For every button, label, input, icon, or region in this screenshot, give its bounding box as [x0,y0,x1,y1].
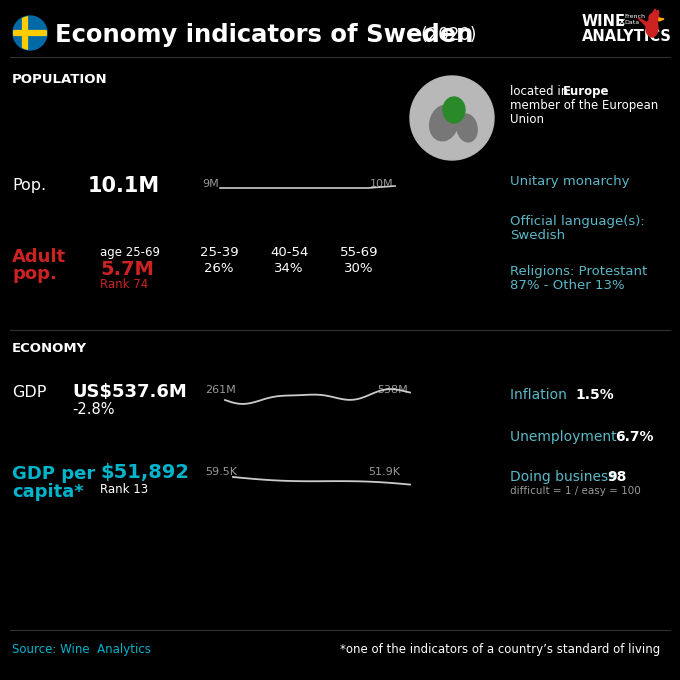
Polygon shape [653,9,659,14]
Text: age 25-69: age 25-69 [100,246,160,259]
Text: 6.7%: 6.7% [615,430,653,444]
Text: Rank 13: Rank 13 [100,483,148,496]
Circle shape [649,13,659,23]
Text: French
Data: French Data [624,14,645,24]
Text: Source: Wine  Analytics: Source: Wine Analytics [12,643,151,656]
Text: 98: 98 [607,470,626,484]
Text: ×: × [618,17,626,27]
Text: *one of the indicators of a country’s standard of living: *one of the indicators of a country’s st… [340,643,660,656]
Text: 9M: 9M [202,179,219,189]
Text: 30%: 30% [344,262,373,275]
Text: pop.: pop. [12,265,57,283]
Text: Pop.: Pop. [12,178,46,193]
Text: Unemployment: Unemployment [510,430,621,444]
Text: ANALYTICS: ANALYTICS [582,29,672,44]
Ellipse shape [646,19,658,37]
Text: Inflation: Inflation [510,388,571,402]
Text: 87% - Other 13%: 87% - Other 13% [510,279,625,292]
Ellipse shape [443,97,465,123]
Text: 10.1M: 10.1M [88,176,160,196]
Text: 34%: 34% [274,262,303,275]
Text: 5.7M: 5.7M [100,260,154,279]
Text: GDP per: GDP per [12,465,95,483]
Text: US$537.6M: US$537.6M [72,383,187,401]
Text: WINE: WINE [582,14,626,29]
Ellipse shape [457,114,477,142]
Text: ECONOMY: ECONOMY [12,342,87,355]
Text: POPULATION: POPULATION [12,73,107,86]
Text: located in: located in [510,85,572,98]
Text: Adult: Adult [12,248,66,266]
Text: -2.8%: -2.8% [72,402,114,417]
Text: Rank 74: Rank 74 [100,278,148,291]
Text: 25-39: 25-39 [200,246,239,259]
Circle shape [410,76,494,160]
Text: difficult = 1 / easy = 100: difficult = 1 / easy = 100 [510,486,641,496]
Text: GDP: GDP [12,385,46,400]
Polygon shape [659,18,664,21]
Text: Religions: Protestant: Religions: Protestant [510,265,647,278]
Polygon shape [638,18,646,26]
Text: Doing business: Doing business [510,470,619,484]
Text: Europe: Europe [563,85,609,98]
Text: 55-69: 55-69 [340,246,379,259]
Text: 59.5K: 59.5K [205,467,237,477]
Text: 51.9K: 51.9K [368,467,400,477]
Text: 261M: 261M [205,385,236,395]
Text: member of the European: member of the European [510,99,658,112]
Ellipse shape [430,105,458,141]
Text: 10M: 10M [370,179,394,189]
Text: Economy indicators of Sweden: Economy indicators of Sweden [55,23,473,47]
Text: Union: Union [510,113,544,126]
Text: 1.5%: 1.5% [575,388,614,402]
Text: (2020): (2020) [416,26,477,44]
Text: 538M: 538M [377,385,408,395]
Text: $51,892: $51,892 [100,463,189,482]
Text: 40-54: 40-54 [270,246,308,259]
Text: Official language(s):: Official language(s): [510,215,645,228]
Circle shape [13,16,47,50]
Text: capita*: capita* [12,483,84,501]
Text: Unitary monarchy: Unitary monarchy [510,175,630,188]
Text: 26%: 26% [204,262,233,275]
Text: Swedish: Swedish [510,229,565,242]
